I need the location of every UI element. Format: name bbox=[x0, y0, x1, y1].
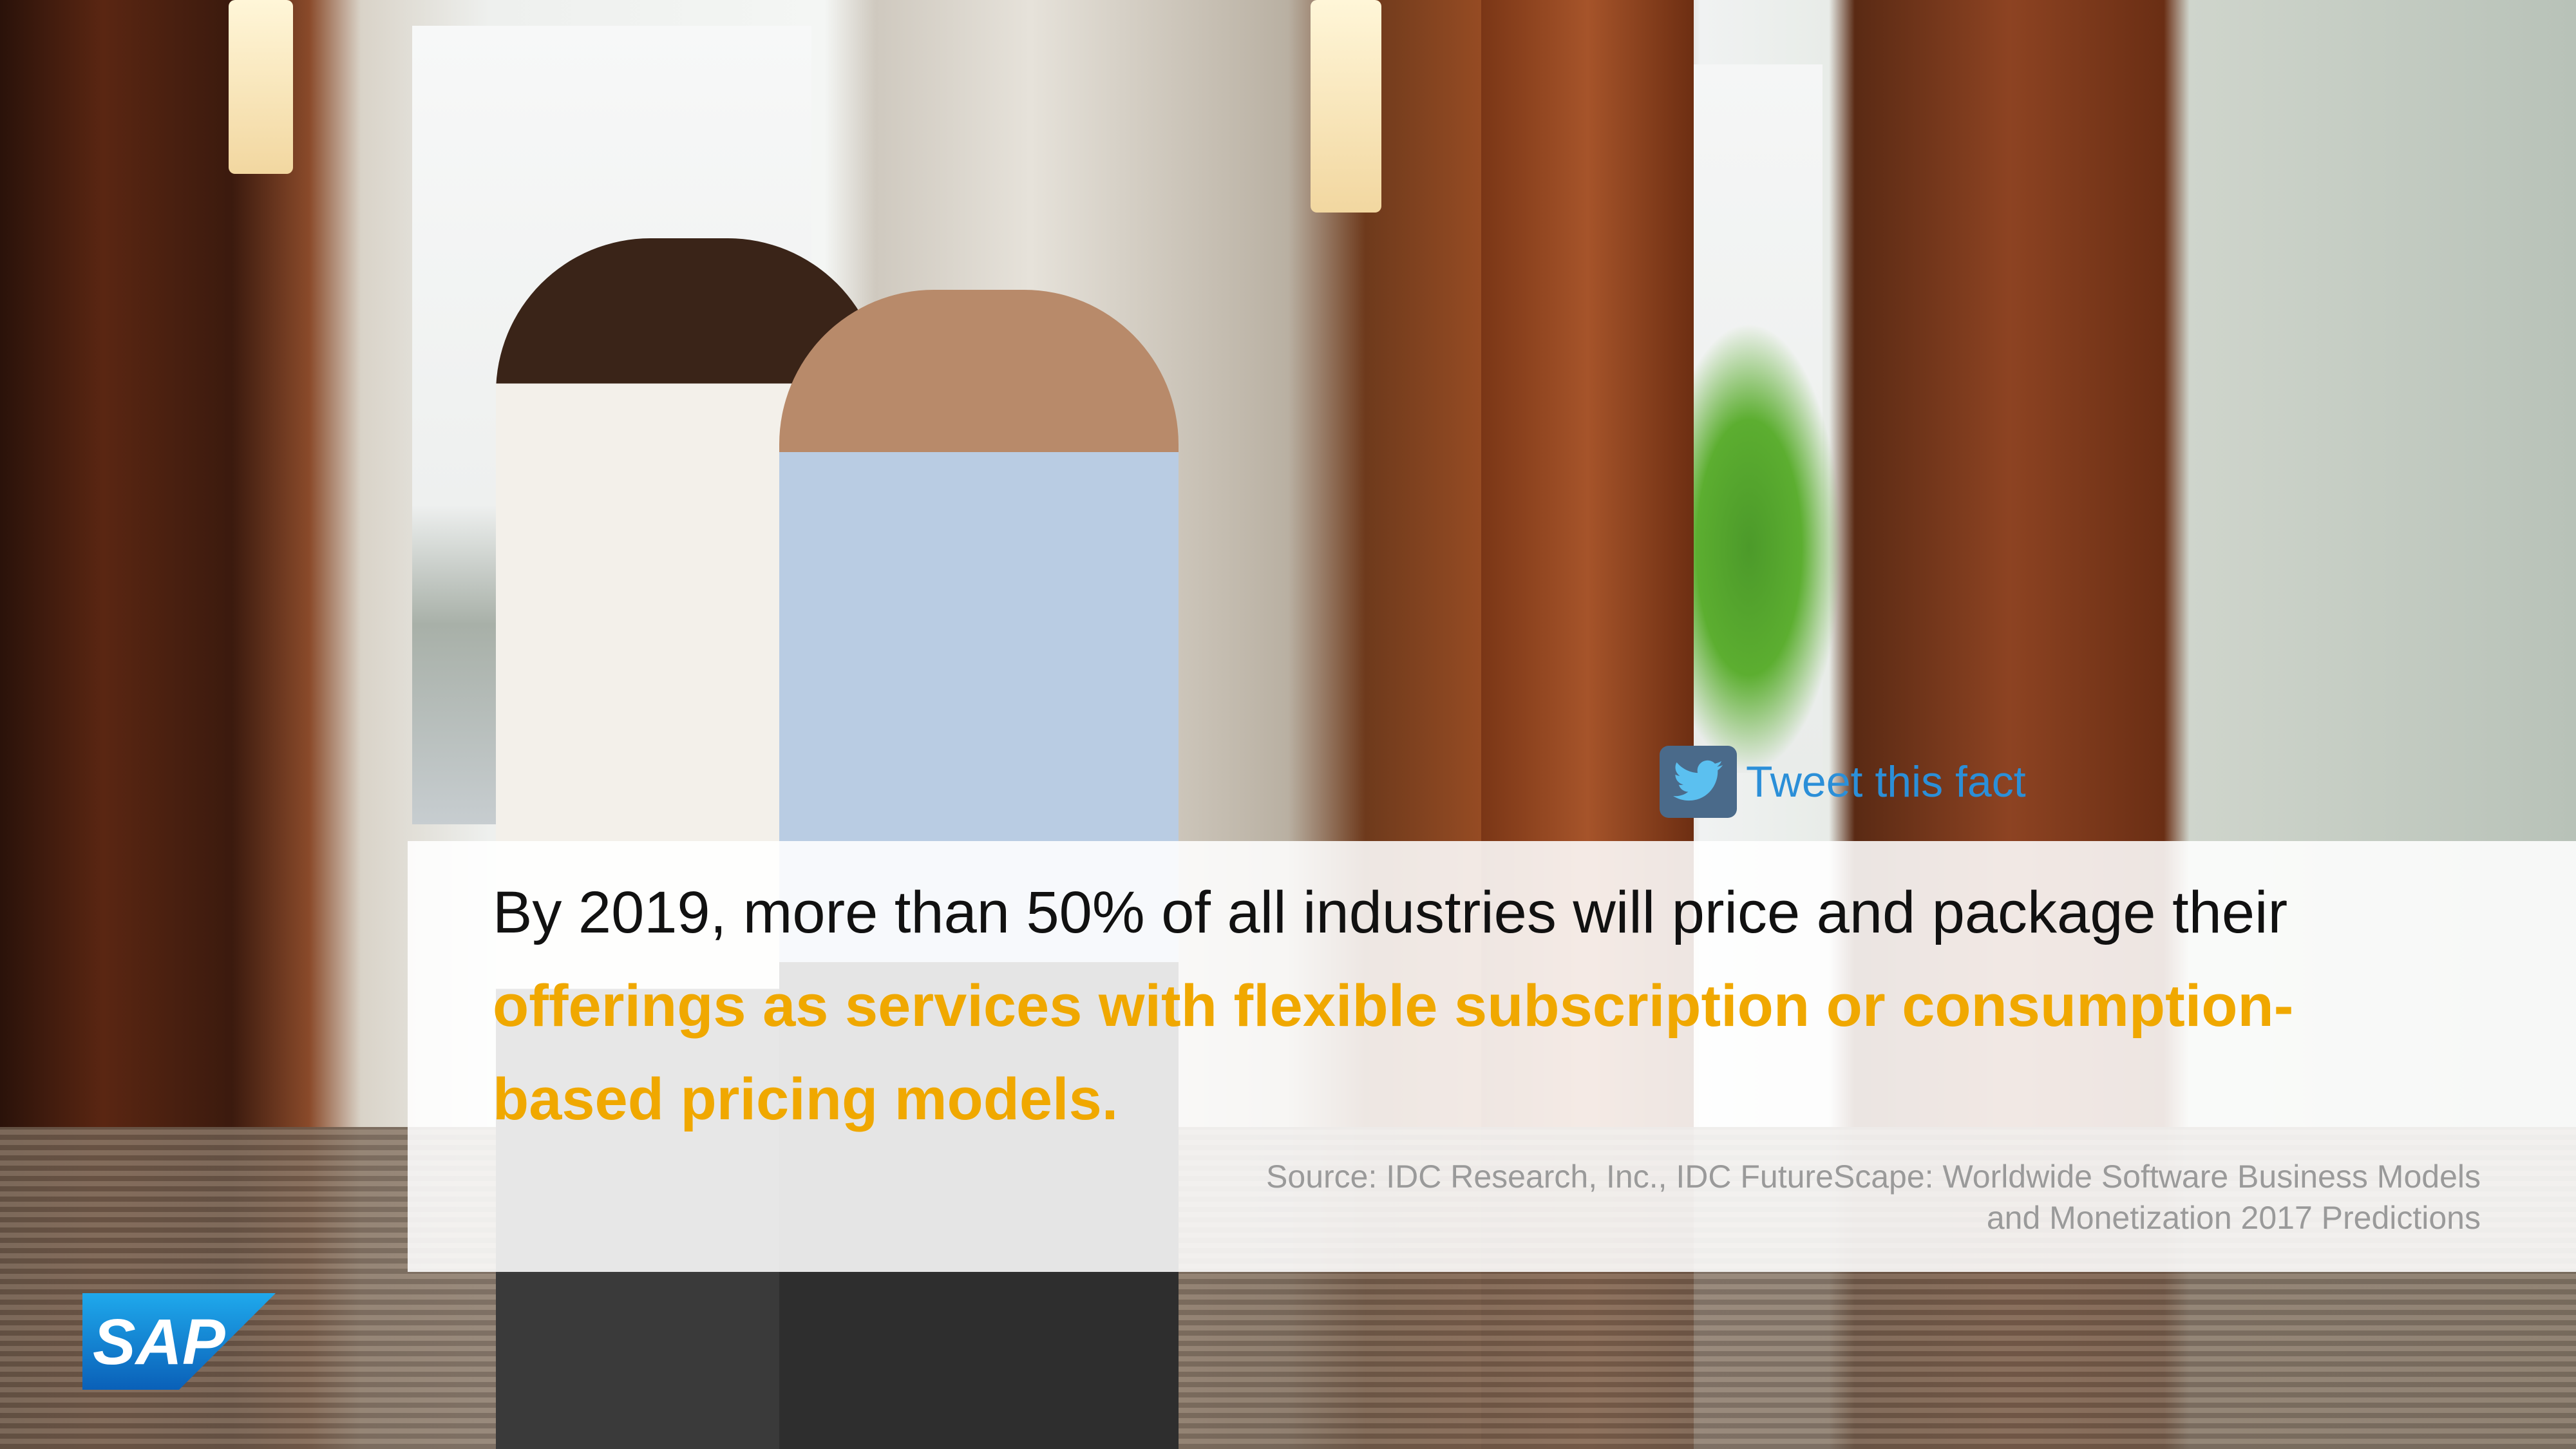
tweet-link[interactable]: Tweet this fact bbox=[1660, 746, 2026, 818]
source-line: and Monetization 2017 Predictions bbox=[1986, 1200, 2481, 1236]
quote-highlight: offerings as services with flexible subs… bbox=[493, 973, 2294, 1132]
source-note: Source: IDC Research, Inc., IDC FutureSc… bbox=[1266, 1156, 2481, 1238]
quote-panel bbox=[408, 841, 2576, 1272]
twitter-icon bbox=[1660, 746, 1737, 818]
sap-logo: SAP bbox=[82, 1293, 276, 1390]
tweet-label[interactable]: Tweet this fact bbox=[1746, 757, 2026, 806]
background-plant bbox=[1687, 322, 1842, 773]
wall-lamp bbox=[229, 0, 293, 174]
quote: By 2019, more than 50% of all industries… bbox=[493, 866, 2425, 1146]
logo-shape bbox=[82, 1293, 276, 1390]
source-line: Source: IDC Research, Inc., IDC FutureSc… bbox=[1266, 1159, 2481, 1195]
wall-lamp bbox=[1311, 0, 1381, 213]
logo-text: SAP bbox=[93, 1306, 225, 1378]
quote-lead: By 2019, more than 50% of all industries… bbox=[493, 880, 2288, 945]
